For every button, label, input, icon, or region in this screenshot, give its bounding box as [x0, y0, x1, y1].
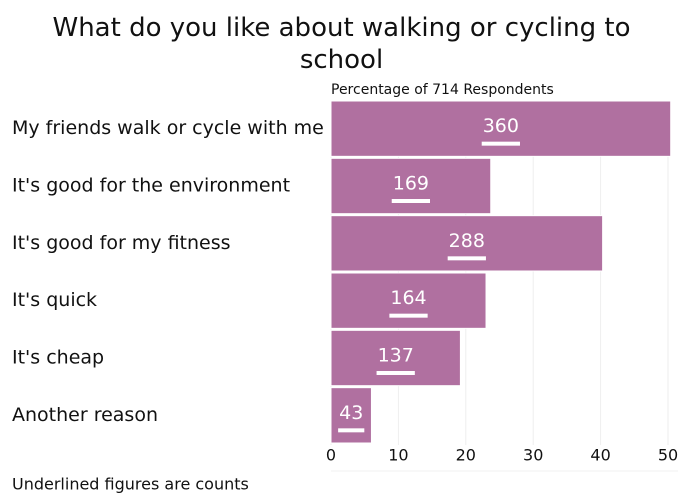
- bar: [330, 215, 604, 272]
- footnote: Underlined figures are counts: [12, 475, 249, 494]
- x-tick-label: 20: [456, 446, 476, 465]
- count-underline: [389, 313, 428, 318]
- x-tick-label: 30: [523, 446, 543, 465]
- data-label: 164: [390, 287, 426, 309]
- data-label: 43: [339, 402, 363, 424]
- category-label: It's cheap: [12, 347, 104, 369]
- category-label: It's good for the environment: [12, 175, 290, 197]
- category-label: My friends walk or cycle with me: [12, 117, 324, 139]
- bar: [330, 387, 372, 444]
- bar: [330, 157, 492, 215]
- data-label: 360: [483, 115, 519, 137]
- x-tick-label: 0: [326, 446, 336, 465]
- count-underline: [338, 428, 365, 433]
- data-label: 288: [449, 230, 485, 252]
- x-tick-label: 50: [658, 446, 678, 465]
- category-label: Another reason: [12, 404, 158, 426]
- bar: [330, 329, 461, 387]
- chart-title: What do you like about walking or cyclin…: [52, 13, 631, 75]
- category-label: It's quick: [12, 289, 97, 311]
- count-underline: [481, 141, 520, 146]
- x-tick-label: 40: [590, 446, 610, 465]
- data-label: 137: [378, 345, 414, 367]
- count-underline: [376, 371, 415, 375]
- bar: [330, 100, 672, 157]
- count-underline: [447, 256, 486, 261]
- x-tick-label: 10: [388, 446, 408, 465]
- subtitle: Percentage of 714 Respondents: [331, 82, 554, 98]
- bar: [330, 272, 487, 329]
- data-label: 169: [393, 173, 429, 195]
- count-underline: [391, 199, 431, 203]
- category-label: It's good for my fitness: [12, 232, 231, 254]
